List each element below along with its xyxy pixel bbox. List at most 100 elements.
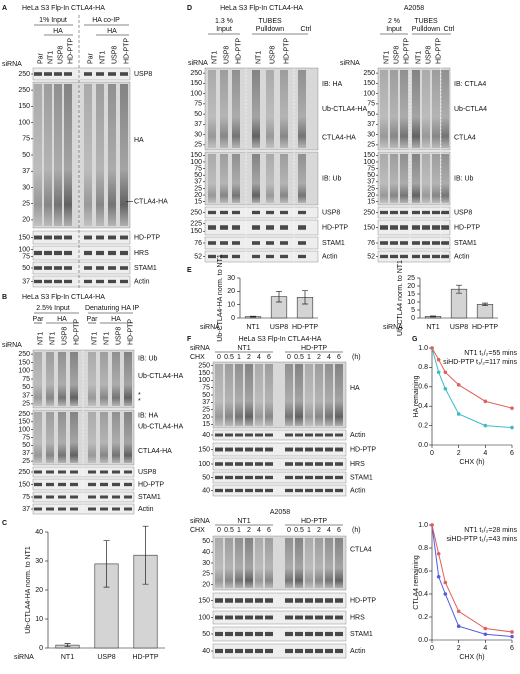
band	[305, 648, 313, 654]
mw-marker: 50	[22, 265, 30, 272]
band	[315, 475, 323, 480]
band	[88, 495, 96, 499]
band	[441, 241, 449, 245]
mw-marker: 150	[198, 446, 210, 453]
band	[315, 615, 323, 620]
band	[265, 631, 273, 637]
lane-smear	[441, 70, 449, 148]
band	[34, 495, 42, 499]
point	[456, 609, 461, 614]
bar	[476, 304, 494, 319]
band	[325, 615, 333, 620]
sirna-label: siRNA	[188, 60, 208, 67]
band	[305, 615, 313, 620]
blot-label: Ub-CTLA4-HA	[322, 106, 367, 113]
point	[483, 626, 488, 631]
blot	[204, 219, 319, 236]
lane-label: NT1	[47, 51, 54, 64]
unit-label: (h)	[352, 527, 361, 534]
lane-label: USP8	[111, 46, 118, 64]
time-label: 6	[337, 354, 341, 361]
band	[70, 470, 78, 474]
band	[252, 210, 260, 215]
band	[225, 447, 233, 452]
lane-smear	[34, 84, 42, 226]
band	[235, 447, 243, 452]
sirna-label: siRNA	[190, 518, 210, 525]
x-tick-label: 2	[457, 450, 461, 457]
mw-marker: 20	[202, 581, 210, 588]
label: 1.3 %	[215, 18, 233, 25]
mw-marker: 25	[22, 201, 30, 208]
lane-smear	[70, 412, 78, 463]
lane-smear	[266, 70, 274, 148]
y-tick-label: 40	[35, 529, 43, 536]
mw-marker: 50	[194, 111, 202, 118]
blot-label: *	[138, 398, 141, 405]
band	[298, 210, 306, 215]
band	[124, 507, 132, 511]
blot-label: Actin	[138, 506, 154, 513]
mw-marker: 50	[194, 172, 202, 179]
lane-smear	[220, 154, 228, 203]
lane-smear	[112, 412, 120, 463]
lane-smear	[412, 154, 420, 203]
band	[232, 241, 240, 245]
band	[96, 235, 104, 240]
band	[390, 254, 398, 259]
blot-label: Actin	[322, 253, 338, 260]
lane-smear	[88, 412, 96, 463]
band	[315, 631, 323, 637]
band	[64, 266, 72, 270]
lane-label: HD-PTP	[73, 319, 80, 345]
mw-marker: 225	[190, 221, 202, 228]
band	[112, 482, 120, 487]
band	[266, 241, 274, 245]
band	[215, 433, 223, 437]
x-tick-label: 2	[457, 645, 461, 652]
x-tick-label: 6	[510, 645, 514, 652]
band	[108, 250, 116, 256]
band	[245, 475, 253, 480]
point	[456, 624, 461, 628]
band	[84, 279, 92, 284]
band	[245, 648, 253, 654]
blot-label: IB: Ub	[454, 175, 474, 182]
band	[315, 598, 323, 603]
y-tick-label: 0	[411, 315, 415, 322]
band	[225, 631, 233, 637]
lane-smear	[305, 364, 313, 426]
mw-marker: 50	[22, 384, 30, 391]
band	[335, 433, 343, 437]
band	[220, 241, 228, 245]
mw-marker: 37	[22, 450, 30, 457]
band	[380, 254, 388, 259]
blot-label: Actin	[134, 278, 150, 285]
band	[295, 475, 303, 480]
y-tick-label: 30	[35, 558, 43, 565]
lane-smear	[46, 352, 54, 406]
lane-smear	[335, 364, 343, 426]
point	[483, 399, 488, 404]
x-tick-label: 0	[430, 645, 434, 652]
band	[422, 225, 430, 230]
time-label: 4	[327, 354, 331, 361]
mw-marker: 76	[194, 240, 202, 247]
error-bar	[142, 525, 149, 585]
band	[235, 648, 243, 654]
band	[255, 488, 263, 493]
blot-label: IB: Ub	[138, 356, 158, 363]
band	[235, 598, 243, 603]
lane-smear	[235, 538, 243, 588]
point	[510, 425, 514, 430]
label: 1% Input	[39, 17, 67, 24]
lane-smear	[100, 352, 108, 406]
mw-marker: 75	[367, 165, 375, 172]
lane-smear	[64, 84, 72, 226]
lane-smear	[225, 538, 233, 588]
lane-smear	[235, 364, 243, 426]
lane-smear	[280, 154, 288, 203]
blot	[32, 245, 131, 261]
time-label: 0.5	[224, 354, 234, 361]
band	[64, 279, 72, 284]
